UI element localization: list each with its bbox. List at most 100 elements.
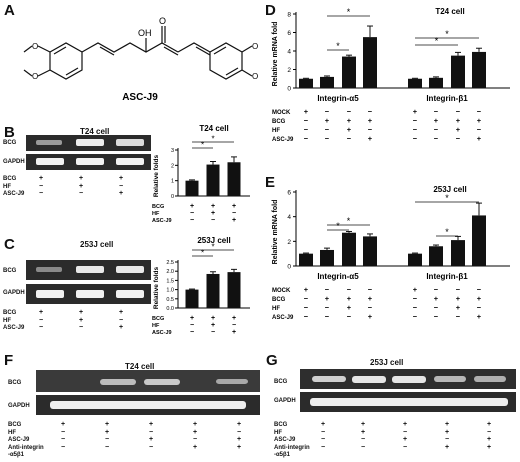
cond-bcg: BCG bbox=[8, 422, 22, 428]
treatment-symbol: + bbox=[78, 309, 84, 316]
treatment-symbol: + bbox=[118, 175, 124, 182]
band bbox=[36, 290, 64, 298]
significance-star: * bbox=[445, 193, 449, 203]
treatment-symbol: + bbox=[192, 443, 198, 451]
bar bbox=[408, 253, 422, 266]
cond-anti-2: -α5β1 bbox=[8, 452, 25, 458]
treatment-symbol: − bbox=[486, 428, 492, 436]
treatment-symbol: + bbox=[118, 324, 124, 331]
treatment-label: ASC-J9 bbox=[152, 218, 172, 224]
treatment-symbol: − bbox=[60, 436, 66, 443]
treatment-symbol: + bbox=[444, 421, 450, 428]
cond-ascj9: ASC-J9 bbox=[3, 191, 25, 197]
treatment-symbol: + bbox=[368, 294, 373, 303]
treatment-symbol: + bbox=[118, 190, 124, 197]
treatment-label: ASC-J9 bbox=[272, 315, 294, 321]
treatment-symbol: + bbox=[413, 107, 418, 116]
treatment-symbol: + bbox=[402, 436, 408, 443]
y-tick-label: 0 bbox=[287, 86, 291, 93]
band bbox=[312, 376, 346, 382]
treatment-symbol: − bbox=[434, 107, 439, 116]
cond-hf: HF bbox=[8, 429, 16, 436]
treatment-symbol: − bbox=[148, 428, 154, 436]
band bbox=[50, 401, 246, 409]
treatment-symbol: + bbox=[347, 294, 352, 303]
treatment-symbol: − bbox=[325, 134, 330, 143]
treatment-symbol: − bbox=[118, 182, 124, 190]
y-tick-label: 6 bbox=[287, 30, 291, 37]
chart-title: T24 cell bbox=[435, 7, 464, 16]
treatment-symbol: + bbox=[78, 316, 84, 324]
treatment-symbol: − bbox=[211, 329, 215, 336]
panel-b-cell: T24 cell bbox=[80, 127, 110, 136]
bar bbox=[363, 37, 377, 88]
treatment-symbol: − bbox=[347, 107, 352, 116]
gel-c-bcg-label: BCG bbox=[3, 268, 17, 274]
gel-f-gapdh-label: GAPDH bbox=[8, 403, 30, 409]
cond-bcg: BCG bbox=[3, 176, 17, 182]
asc-j9-structure: O O O O OH O ASC-J9 bbox=[23, 16, 258, 103]
bar bbox=[227, 162, 241, 196]
band bbox=[474, 376, 506, 382]
treatment-symbol: + bbox=[325, 116, 330, 125]
y-tick-label: 0 bbox=[171, 194, 174, 200]
compound-name: ASC-J9 bbox=[122, 92, 158, 103]
treatment-symbol: − bbox=[232, 210, 236, 217]
cond-hf: HF bbox=[274, 429, 282, 436]
treatment-symbol: − bbox=[304, 312, 309, 321]
treatment-symbol: + bbox=[38, 309, 44, 316]
treatment-symbol: + bbox=[148, 421, 154, 428]
bar bbox=[227, 272, 241, 308]
band bbox=[36, 267, 62, 272]
treatment-label: BCG bbox=[152, 204, 164, 210]
treatment-label: BCG bbox=[272, 297, 286, 303]
treatment-symbol: − bbox=[413, 312, 418, 321]
treatment-symbol: − bbox=[60, 428, 66, 436]
ketone-label: O bbox=[159, 16, 166, 26]
treatment-symbol: + bbox=[477, 134, 482, 143]
treatment-symbol: − bbox=[456, 312, 461, 321]
treatment-symbol: − bbox=[368, 285, 373, 294]
treatment-symbol: + bbox=[232, 217, 236, 224]
bar bbox=[429, 77, 443, 88]
treatment-symbol: + bbox=[232, 329, 236, 336]
treatment-symbol: − bbox=[434, 125, 439, 134]
y-axis-label: Relative mRNA fold bbox=[272, 200, 279, 265]
significance-star: * bbox=[201, 141, 204, 150]
band bbox=[36, 158, 64, 165]
treatment-symbol: − bbox=[325, 107, 330, 116]
treatment-label: BCG bbox=[272, 119, 286, 125]
treatment-symbol: − bbox=[368, 303, 373, 312]
treatment-symbol: − bbox=[434, 134, 439, 143]
gel-f-treatments: + + + + + − + − + − − − + − + − − − + + bbox=[58, 421, 258, 455]
treatment-label: HF bbox=[272, 128, 280, 134]
treatment-symbol: − bbox=[236, 428, 242, 436]
treatment-symbol: + bbox=[38, 175, 44, 182]
panel-g-cell: 253J cell bbox=[370, 358, 404, 367]
treatment-symbol: − bbox=[192, 436, 198, 443]
y-tick-label: 2 bbox=[287, 239, 291, 246]
treatment-symbol: − bbox=[413, 125, 418, 134]
group-label: Integrin-β1 bbox=[426, 94, 468, 103]
bar bbox=[185, 289, 199, 308]
treatment-symbol: − bbox=[148, 443, 154, 451]
chart-e: 253J cell Relative mRNA fold 0 2 4 6 Integrin-… bbox=[272, 185, 510, 321]
y-tick-label: 2.0 bbox=[166, 269, 174, 275]
methoxy-o-3: O bbox=[252, 42, 258, 51]
treatment-symbol: + bbox=[211, 315, 215, 322]
bar bbox=[185, 180, 199, 196]
gel-g-treatments: + + + + + − + − + − − − + − + − − − + + bbox=[318, 421, 518, 455]
group-label: Integrin-α5 bbox=[317, 94, 359, 103]
treatment-symbol: + bbox=[456, 294, 461, 303]
cond-hf: HF bbox=[3, 183, 11, 190]
treatment-symbol: − bbox=[325, 125, 330, 134]
treatment-symbol: + bbox=[434, 116, 439, 125]
gel-b bbox=[26, 135, 151, 170]
treatment-symbol: + bbox=[104, 428, 110, 436]
panel-f-label: F bbox=[4, 352, 14, 369]
treatment-symbol: + bbox=[211, 210, 215, 217]
gel-g-gapdh-label: GAPDH bbox=[274, 398, 296, 404]
treatment-symbol: + bbox=[434, 294, 439, 303]
band bbox=[116, 290, 144, 298]
band bbox=[100, 379, 136, 385]
